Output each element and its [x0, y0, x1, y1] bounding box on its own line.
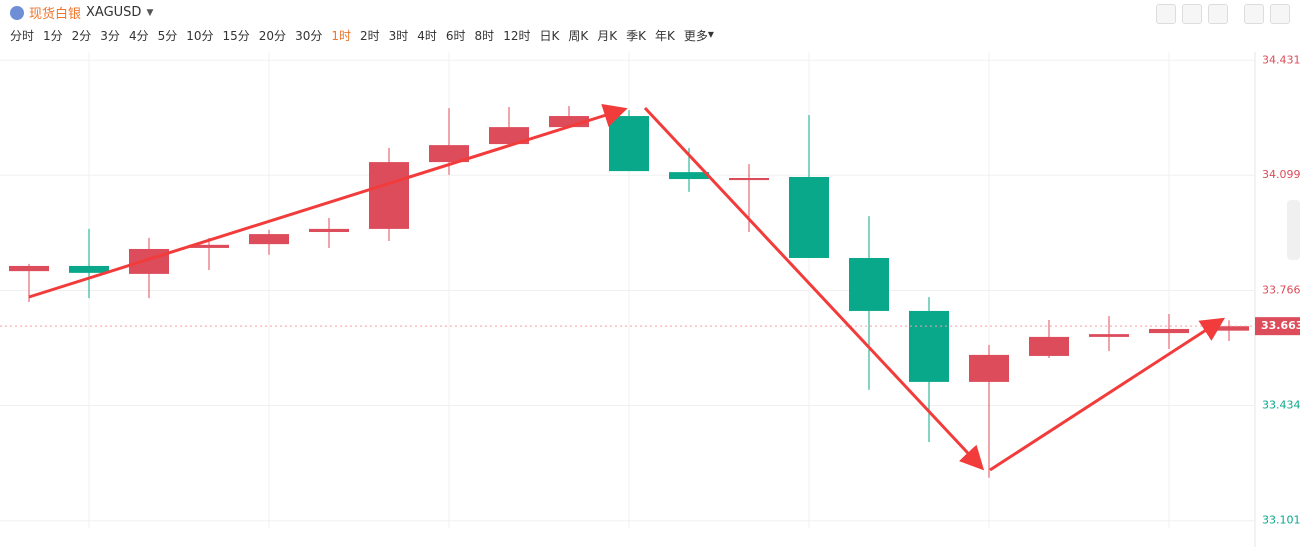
- dropdown-caret: ▾: [707, 27, 714, 41]
- candle-body: [369, 162, 409, 229]
- candle-body: [549, 116, 589, 128]
- close-button[interactable]: [1270, 4, 1290, 24]
- candle-body: [1089, 334, 1129, 337]
- arrow: [989, 317, 1226, 472]
- y-tick-label: 34.431: [1262, 53, 1300, 66]
- interval-tab[interactable]: 3分: [100, 29, 120, 43]
- candle-body: [969, 354, 1009, 382]
- interval-tab[interactable]: 30分: [295, 29, 323, 43]
- annotations: [28, 103, 1226, 472]
- interval-tab[interactable]: 2时: [359, 29, 380, 43]
- logo: [10, 5, 24, 20]
- interval-tab[interactable]: 1时: [331, 29, 351, 43]
- y-tick-label: 33.101: [1262, 514, 1300, 527]
- candle-body: [909, 310, 949, 382]
- interval-tab[interactable]: 10分: [186, 29, 214, 43]
- interval-tab[interactable]: 3时: [388, 29, 409, 43]
- interval-tab[interactable]: 2分: [71, 29, 92, 43]
- candle-body: [489, 127, 529, 145]
- symbol-title[interactable]: 现货白银 XAGUSD ▼: [10, 3, 153, 22]
- candle-body: [849, 257, 889, 311]
- y-tick-label: 33.434: [1262, 398, 1300, 411]
- toolbar: [1156, 4, 1290, 24]
- interval-tabs: 分时 1分 2分 3分 4分 5分 10分 15分 20分 30分 1时 2时 3时 4时 6时 8时 12时日…: [10, 27, 714, 44]
- candle-body: [9, 265, 49, 272]
- candle-body: [429, 145, 469, 163]
- indicator-button[interactable]: [1156, 4, 1176, 24]
- candle-body: [789, 176, 829, 258]
- candle-body: [249, 234, 289, 245]
- style-button[interactable]: [1208, 4, 1228, 24]
- interval-tab[interactable]: 日K: [539, 29, 560, 43]
- candle-body: [1029, 336, 1069, 356]
- symbol: XAGUSD: [86, 5, 142, 20]
- title: 现货白银: [29, 7, 82, 22]
- candle-body: [69, 265, 109, 273]
- candle-body: [1209, 326, 1249, 331]
- candle-body: [609, 116, 649, 172]
- interval-tab[interactable]: 5分: [157, 29, 178, 43]
- interval-tab[interactable]: 20分: [258, 29, 287, 43]
- y-tick-label: 33.766: [1262, 284, 1300, 297]
- interval-tab[interactable]: 1分: [43, 29, 63, 43]
- interval-tab[interactable]: 6时: [445, 29, 466, 43]
- interval-tab[interactable]: 8时: [474, 29, 495, 43]
- interval-tab[interactable]: 4分: [128, 29, 149, 43]
- interval-tab[interactable]: 年K: [654, 29, 675, 43]
- arrow: [643, 106, 985, 471]
- last-price-label: 33.663: [1261, 319, 1300, 332]
- interval-tab[interactable]: 更多: [683, 29, 708, 43]
- candle-body: [309, 228, 349, 233]
- side-panel-toggle[interactable]: [1287, 200, 1300, 260]
- draw-button[interactable]: [1182, 4, 1202, 24]
- interval-tab[interactable]: 4时: [417, 29, 437, 43]
- dropdown-caret: ▼: [146, 7, 154, 18]
- interval-tab[interactable]: 周K: [568, 29, 589, 43]
- last-price-box: [1255, 317, 1300, 336]
- y-tick-label: 34.099: [1262, 168, 1300, 181]
- header: 现货白银 XAGUSD ▼ 分时 1分 2分 3分 4分 5分 10分 15分 20分 30分 1时…: [0, 0, 1300, 50]
- interval-tab[interactable]: 12时: [503, 29, 531, 43]
- interval-tab[interactable]: 分时: [10, 29, 35, 43]
- fullscreen-button[interactable]: [1244, 4, 1264, 24]
- arrow: [28, 103, 628, 299]
- candle-body: [669, 172, 709, 180]
- candle-body: [729, 178, 769, 181]
- interval-tab[interactable]: 月K: [597, 29, 618, 43]
- candle-body: [1149, 328, 1189, 334]
- interval-tab[interactable]: 季K: [626, 29, 646, 43]
- candle-body: [129, 248, 169, 274]
- candle-body: [189, 244, 229, 248]
- interval-tab[interactable]: 15分: [222, 29, 250, 43]
